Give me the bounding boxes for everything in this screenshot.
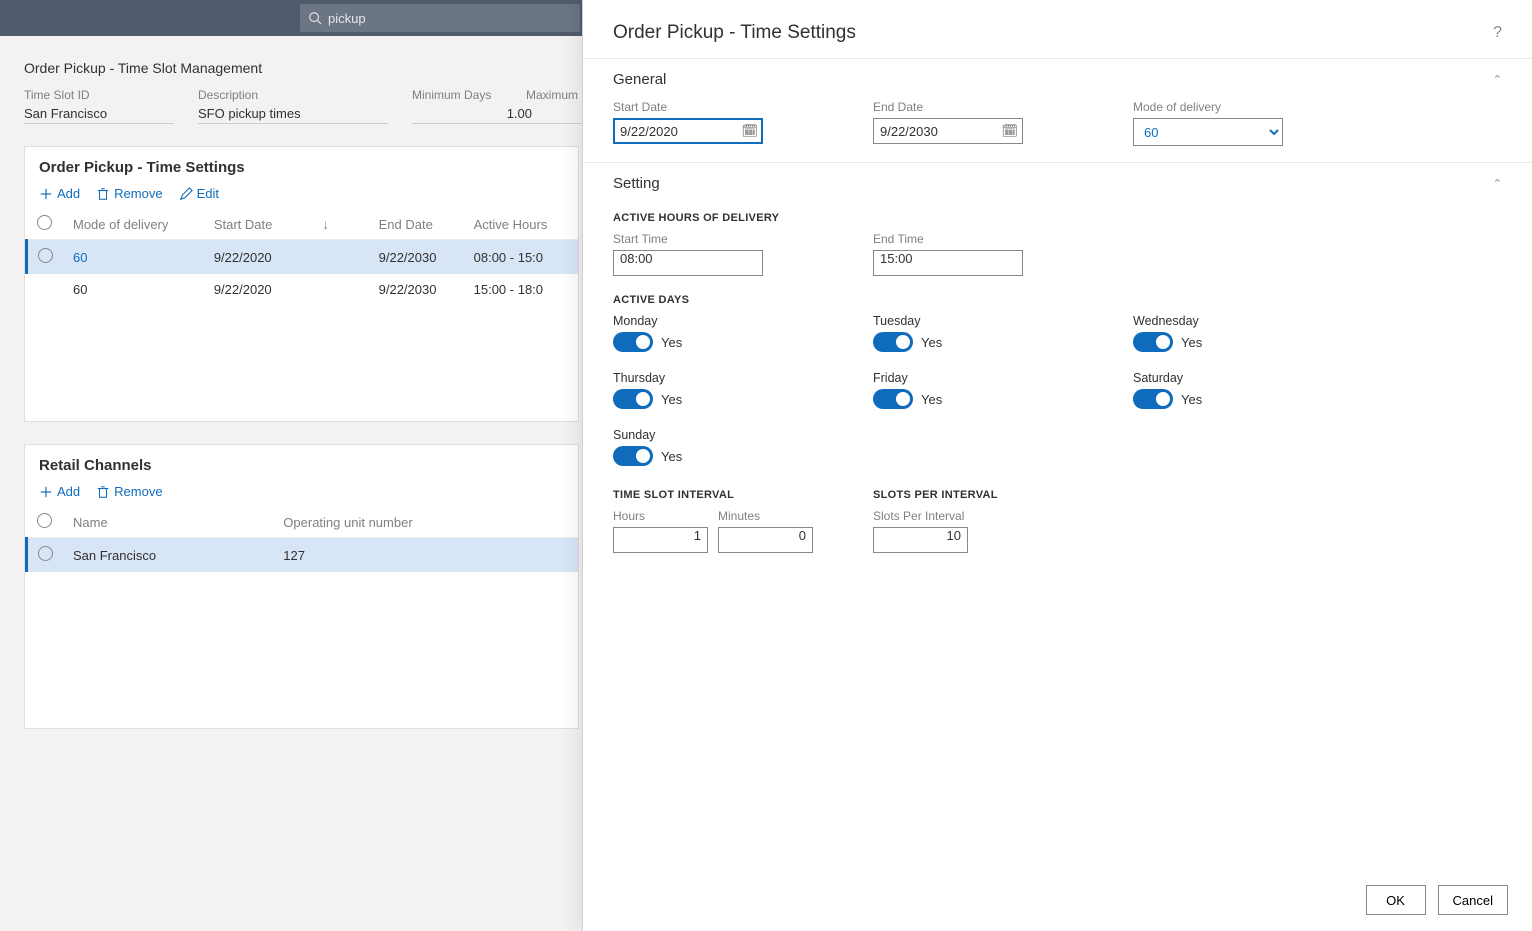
- table-row[interactable]: 60 9/22/2020 9/22/2030 15:00 - 18:0: [27, 274, 579, 305]
- cancel-button[interactable]: Cancel: [1438, 885, 1508, 915]
- cell-mode[interactable]: 60: [63, 274, 204, 305]
- field-slots: Slots Per Interval 10: [873, 509, 968, 553]
- section-general: General ⌃ Start Date 9/22/2020 🗓 End Dat…: [583, 58, 1532, 162]
- toggle-saturday: Saturday Yes: [1133, 371, 1373, 412]
- time-settings-grid: Mode of delivery Start Date↓ End Date Ac…: [25, 209, 578, 305]
- mode-of-delivery-select[interactable]: 60: [1133, 118, 1283, 146]
- time-slot-id-value[interactable]: San Francisco: [24, 104, 174, 124]
- time-slot-interval-group: TIME SLOT INTERVAL Hours 1 Minutes 0: [613, 475, 813, 553]
- field-min-days: Minimum Days 1.00: [412, 88, 502, 124]
- field-hours: Hours 1: [613, 509, 708, 553]
- trash-icon: [96, 187, 110, 201]
- col-unit[interactable]: Operating unit number: [273, 507, 578, 538]
- time-settings-panel: Order Pickup - Time Settings ? General ⌃…: [582, 0, 1532, 931]
- start-date-input[interactable]: 9/22/2020 🗓: [613, 118, 763, 144]
- plus-icon: [39, 485, 53, 499]
- min-days-value[interactable]: 1.00: [412, 104, 532, 124]
- field-minutes: Minutes 0: [718, 509, 813, 553]
- toggle-tuesday: Tuesday Yes: [873, 314, 1113, 355]
- toggle-thursday: Thursday Yes: [613, 371, 853, 412]
- sunday-switch[interactable]: [613, 446, 653, 466]
- end-time-input[interactable]: 15:00: [873, 250, 1023, 276]
- retail-channels-card: Retail Channels Add Remove Name Operatin…: [24, 444, 579, 729]
- cell-hours: 15:00 - 18:0: [464, 274, 578, 305]
- table-row[interactable]: San Francisco 127: [27, 538, 579, 573]
- sort-arrow-down-icon: ↓: [322, 217, 329, 232]
- thursday-switch[interactable]: [613, 389, 653, 409]
- minutes-input[interactable]: 0: [718, 527, 813, 553]
- cell-hours: 08:00 - 15:0: [464, 240, 578, 275]
- cell-start: 9/22/2020: [204, 274, 369, 305]
- cell-start: 9/22/2020: [204, 240, 369, 275]
- search-value: pickup: [328, 11, 366, 26]
- ok-button[interactable]: OK: [1366, 885, 1426, 915]
- col-mode[interactable]: Mode of delivery: [63, 209, 204, 240]
- plus-icon: [39, 187, 53, 201]
- hours-input[interactable]: 1: [613, 527, 708, 553]
- cell-mode[interactable]: 60: [63, 240, 204, 275]
- add-button[interactable]: Add: [39, 186, 80, 201]
- field-end-time: End Time 15:00: [873, 232, 1113, 276]
- select-all-checkbox[interactable]: [37, 513, 52, 528]
- monday-switch[interactable]: [613, 332, 653, 352]
- section-setting: Setting ⌃ ACTIVE HOURS OF DELIVERY Start…: [583, 162, 1532, 569]
- wednesday-switch[interactable]: [1133, 332, 1173, 352]
- field-start-time: Start Time 08:00: [613, 232, 853, 276]
- toggle-monday: Monday Yes: [613, 314, 853, 355]
- global-search[interactable]: pickup: [300, 4, 580, 32]
- saturday-switch[interactable]: [1133, 389, 1173, 409]
- field-time-slot-id: Time Slot ID San Francisco: [24, 88, 174, 124]
- field-mode-of-delivery: Mode of delivery 60: [1133, 100, 1373, 146]
- retail-channels-title: Retail Channels: [25, 457, 578, 484]
- col-name[interactable]: Name: [63, 507, 273, 538]
- toggle-sunday: Sunday Yes: [613, 428, 853, 469]
- cell-unit: 127: [273, 538, 578, 573]
- help-icon[interactable]: ?: [1493, 24, 1502, 42]
- slots-per-interval-group: SLOTS PER INTERVAL Slots Per Interval 10: [873, 475, 998, 553]
- end-date-input[interactable]: 9/22/2030 🗓: [873, 118, 1023, 144]
- cell-end: 9/22/2030: [369, 274, 464, 305]
- time-settings-title: Order Pickup - Time Settings: [25, 159, 578, 186]
- slots-input[interactable]: 10: [873, 527, 968, 553]
- section-setting-header[interactable]: Setting ⌃: [583, 163, 1532, 204]
- time-settings-card: Order Pickup - Time Settings Add Remove …: [24, 146, 579, 422]
- pencil-icon: [179, 187, 193, 201]
- section-general-header[interactable]: General ⌃: [583, 59, 1532, 100]
- col-end-date[interactable]: End Date: [369, 209, 464, 240]
- cell-name: San Francisco: [63, 538, 273, 573]
- active-days-header: ACTIVE DAYS: [613, 294, 1502, 306]
- col-start-date[interactable]: Start Date↓: [204, 209, 369, 240]
- add-button[interactable]: Add: [39, 484, 80, 499]
- remove-button[interactable]: Remove: [96, 186, 162, 201]
- chevron-up-icon: ⌃: [1493, 177, 1502, 190]
- table-row[interactable]: 60 9/22/2020 9/22/2030 08:00 - 15:0: [27, 240, 579, 275]
- retail-channels-grid: Name Operating unit number San Francisco…: [25, 507, 578, 572]
- field-end-date: End Date 9/22/2030 🗓: [873, 100, 1113, 146]
- calendar-icon[interactable]: 🗓: [1001, 123, 1018, 139]
- tuesday-switch[interactable]: [873, 332, 913, 352]
- calendar-icon[interactable]: 🗓: [741, 123, 758, 139]
- trash-icon: [96, 485, 110, 499]
- remove-button[interactable]: Remove: [96, 484, 162, 499]
- edit-button[interactable]: Edit: [179, 186, 219, 201]
- toggle-wednesday: Wednesday Yes: [1133, 314, 1373, 355]
- cell-end: 9/22/2030: [369, 240, 464, 275]
- search-icon: [308, 11, 322, 25]
- panel-title: Order Pickup - Time Settings: [613, 22, 856, 44]
- select-all-checkbox[interactable]: [37, 215, 52, 230]
- field-description: Description SFO pickup times: [198, 88, 388, 124]
- start-time-input[interactable]: 08:00: [613, 250, 763, 276]
- col-active-hours[interactable]: Active Hours: [464, 209, 578, 240]
- toggle-friday: Friday Yes: [873, 371, 1113, 412]
- description-value[interactable]: SFO pickup times: [198, 104, 388, 124]
- field-start-date: Start Date 9/22/2020 🗓: [613, 100, 853, 146]
- row-checkbox[interactable]: [38, 248, 53, 263]
- chevron-up-icon: ⌃: [1493, 73, 1502, 86]
- active-hours-header: ACTIVE HOURS OF DELIVERY: [613, 212, 1502, 224]
- row-checkbox[interactable]: [38, 546, 53, 561]
- friday-switch[interactable]: [873, 389, 913, 409]
